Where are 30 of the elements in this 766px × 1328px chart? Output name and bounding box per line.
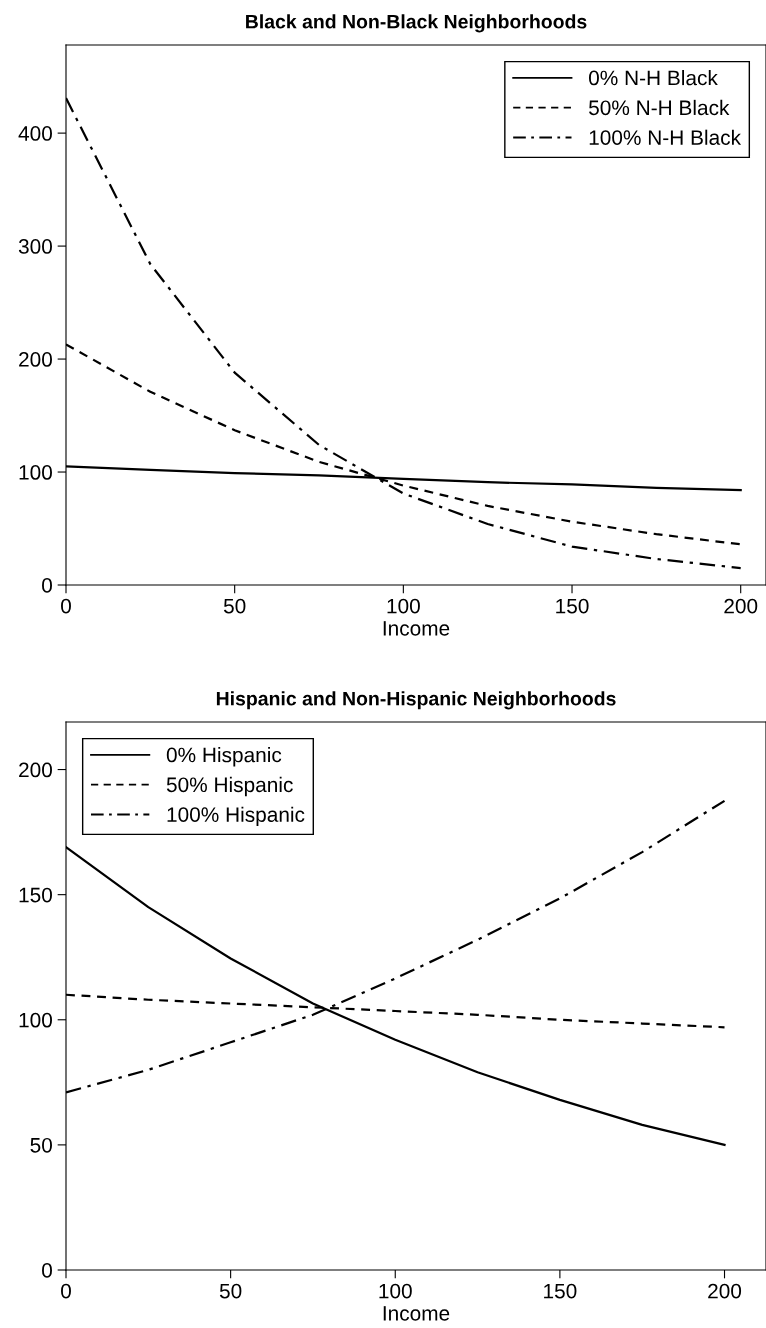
x-tick-label: 150 [544, 1283, 577, 1299]
legend-label: 50% Hispanic [166, 776, 293, 797]
y-tick-label: 0 [42, 1263, 52, 1278]
legend-label: 50% N-H Black [589, 99, 730, 116]
x-tick-label: 150 [556, 598, 589, 614]
x-tick-label: 50 [219, 1283, 242, 1299]
chart-title: Hispanic and Non-Hispanic Neighborhoods [216, 691, 616, 710]
legend-label: 100% Hispanic [167, 806, 305, 827]
x-tick-label: 200 [724, 598, 758, 614]
y-tick-label: 400 [18, 126, 52, 141]
y-tick-label: 150 [19, 887, 52, 903]
x-tick-label: 200 [708, 1283, 742, 1299]
x-tick-label: 100 [387, 598, 420, 614]
legend-label: 0% N-H Black [588, 70, 718, 86]
y-tick-label: 100 [19, 465, 52, 480]
y-tick-label: 50 [30, 1137, 52, 1153]
x-tick-label: 0 [61, 598, 71, 614]
y-tick-label: 200 [19, 762, 52, 778]
legend-label: 100% N-H Black [589, 129, 742, 145]
y-tick-label: 100 [19, 1012, 52, 1028]
x-axis-title: Income [383, 621, 450, 636]
x-tick-label: 100 [379, 1283, 412, 1299]
x-tick-label: 0 [61, 1283, 71, 1299]
x-tick-label: 50 [223, 598, 246, 614]
y-tick-label: 300 [18, 239, 52, 254]
y-tick-label: 0 [42, 578, 52, 593]
x-axis-title: Income [383, 1306, 450, 1321]
legend-label: 0% Hispanic [166, 747, 282, 767]
y-tick-label: 200 [19, 352, 52, 367]
chart-title: Black and Non-Black Neighborhoods [246, 14, 587, 33]
